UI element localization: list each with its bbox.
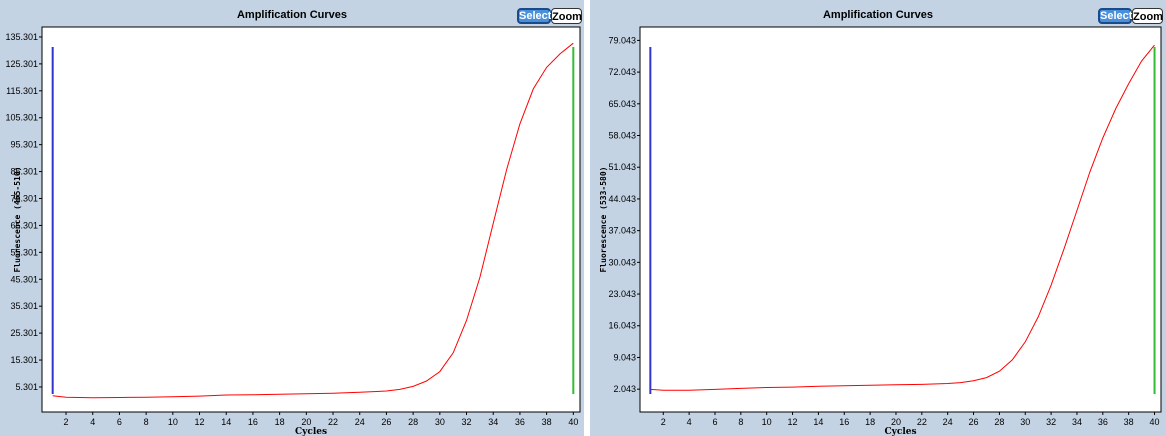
y-tick-label: 2.043: [613, 384, 636, 394]
x-tick-label: 2: [64, 417, 69, 427]
y-tick-label: 9.043: [613, 352, 636, 362]
x-tick-label: 6: [712, 417, 717, 427]
plot-area: [41, 26, 581, 413]
x-tick-label: 12: [788, 417, 798, 427]
x-tick-label: 14: [221, 417, 231, 427]
y-tick-label: 115.301: [6, 86, 38, 96]
y-axis-title: Fluorescence (465-510): [13, 167, 22, 273]
y-tick-label: 79.043: [608, 35, 636, 45]
amplification-curve: [52, 42, 574, 399]
y-tick-label: 58.043: [608, 131, 636, 141]
amplification-plot[interactable]: 2.043 9.043 16.043 23.043 30.043 37.043 44.043…: [590, 0, 1166, 436]
y-tick-label: 75.301: [10, 193, 38, 203]
x-tick-label: 24: [355, 417, 365, 427]
x-axis-title: Cycles: [884, 427, 916, 436]
chart-panel-fluorescence-465-510: Amplification Curves Select Zoom 5.301 15…: [0, 0, 584, 436]
x-tick-label: 22: [917, 417, 927, 427]
x-tick-label: 30: [435, 417, 445, 427]
x-tick-label: 38: [542, 417, 552, 427]
x-tick-label: 6: [117, 417, 122, 427]
x-tick-label: 20: [891, 417, 901, 427]
x-tick-label: 16: [248, 417, 258, 427]
y-tick-label: 30.043: [608, 257, 636, 267]
y-tick-label: 95.301: [10, 140, 38, 150]
y-tick-label: 16.043: [608, 321, 636, 331]
x-tick-label: 28: [994, 417, 1004, 427]
plot-area: [639, 26, 1162, 413]
select-button[interactable]: Select: [517, 8, 552, 24]
x-tick-label: 38: [1124, 417, 1134, 427]
x-tick-label: 36: [1098, 417, 1108, 427]
y-tick-label: 72.043: [608, 67, 636, 77]
amplification-curve: [650, 44, 1155, 391]
x-tick-label: 4: [90, 417, 95, 427]
amplification-plot[interactable]: 5.301 15.301 25.301 35.301 45.301 55.301 65.30…: [0, 0, 584, 436]
y-tick-label: 125.301: [5, 59, 38, 69]
x-tick-label: 36: [515, 417, 525, 427]
x-tick-label: 28: [408, 417, 418, 427]
y-tick-label: 25.301: [10, 328, 38, 338]
x-tick-label: 20: [301, 417, 311, 427]
y-tick-label: 55.301: [10, 247, 38, 257]
chart-panel-fluorescence-533-580: Amplification Curves Select Zoom 2.043 9.…: [590, 0, 1166, 436]
x-tick-label: 12: [195, 417, 205, 427]
x-tick-label: 2: [661, 417, 666, 427]
select-button[interactable]: Select: [1098, 8, 1133, 24]
y-tick-label: 105.301: [5, 113, 38, 123]
y-tick-label: 37.043: [608, 226, 636, 236]
x-tick-label: 4: [687, 417, 692, 427]
y-axis-title: Fluorescence (533-580): [599, 167, 608, 273]
y-tick-label: 23.043: [608, 289, 636, 299]
x-tick-label: 16: [839, 417, 849, 427]
y-tick-label: 85.301: [10, 167, 38, 177]
y-tick-label: 135.301: [5, 32, 38, 42]
chart-title: Amplification Curves: [236, 9, 348, 21]
x-tick-label: 32: [1046, 417, 1056, 427]
x-tick-label: 40: [568, 417, 578, 427]
x-tick-label: 22: [328, 417, 338, 427]
x-tick-label: 24: [943, 417, 953, 427]
y-tick-label: 15.301: [10, 355, 38, 365]
x-tick-label: 26: [381, 417, 391, 427]
zoom-button[interactable]: Zoom: [551, 8, 582, 24]
x-tick-label: 10: [168, 417, 178, 427]
x-tick-label: 40: [1150, 417, 1160, 427]
y-tick-label: 65.043: [608, 99, 636, 109]
y-tick-label: 45.301: [10, 274, 38, 284]
x-tick-label: 8: [738, 417, 743, 427]
x-tick-label: 26: [969, 417, 979, 427]
y-tick-label: 35.301: [10, 301, 38, 311]
y-tick-label: 51.043: [608, 162, 636, 172]
zoom-button[interactable]: Zoom: [1132, 8, 1163, 24]
y-tick-label: 65.301: [10, 220, 38, 230]
y-tick-label: 5.301: [15, 382, 38, 392]
x-tick-label: 34: [488, 417, 498, 427]
x-axis-title: Cycles: [295, 427, 327, 436]
x-tick-label: 18: [275, 417, 285, 427]
x-tick-label: 14: [813, 417, 823, 427]
y-tick-label: 44.043: [608, 194, 636, 204]
chart-title: Amplification Curves: [822, 9, 934, 21]
x-tick-label: 30: [1020, 417, 1030, 427]
x-tick-label: 34: [1072, 417, 1082, 427]
x-tick-label: 18: [865, 417, 875, 427]
x-tick-label: 10: [762, 417, 772, 427]
x-tick-label: 32: [462, 417, 472, 427]
x-tick-label: 8: [144, 417, 149, 427]
